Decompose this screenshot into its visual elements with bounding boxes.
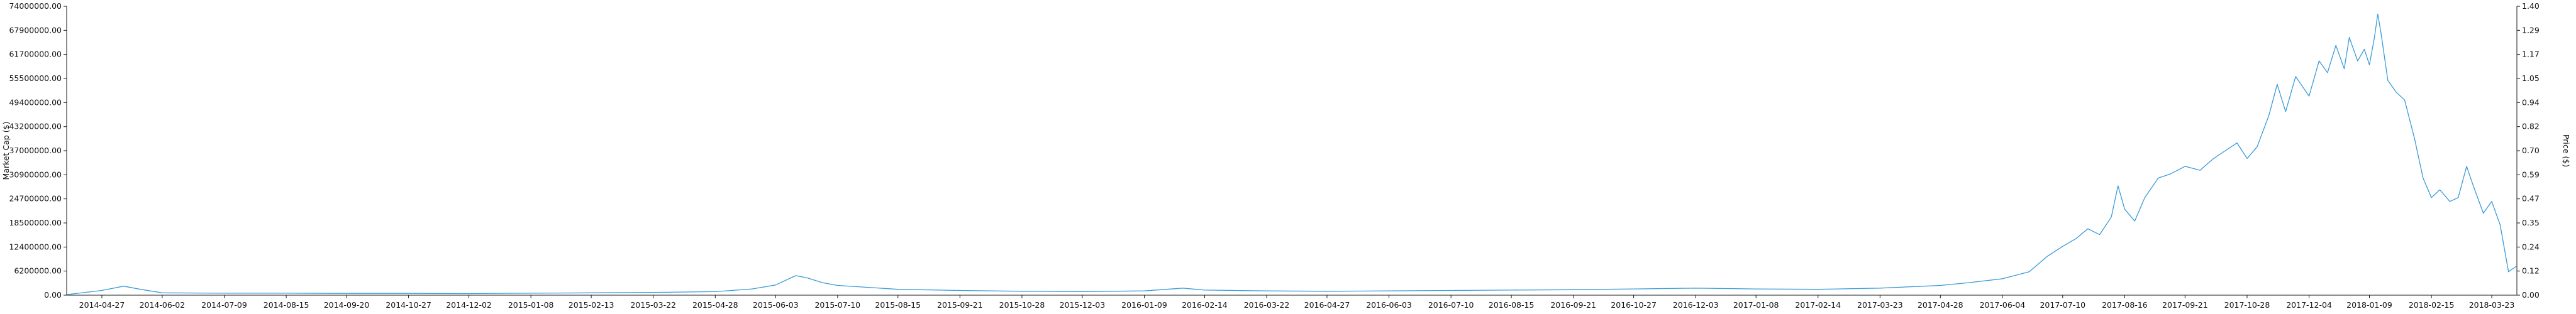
y-left-tick-label: 0.00 (44, 290, 62, 300)
x-tick-label: 2016-06-03 (1366, 300, 1412, 310)
x-tick-label: 2014-08-15 (264, 300, 309, 310)
x-tick-label: 2015-03-22 (630, 300, 676, 310)
y-left-tick-label: 37000000.00 (9, 146, 62, 155)
y-axis-left: 0.00 6200000.00 12400000.00 18500000.00 2470… (9, 1, 67, 300)
x-tick-label: 2016-10-27 (1611, 300, 1657, 310)
x-tick-label: 2017-12-04 (2286, 300, 2332, 310)
y-right-tick-label: 0.47 (2522, 194, 2540, 203)
y-left-tick-label: 55500000.00 (9, 73, 62, 83)
y-left-tick-label: 30900000.00 (9, 170, 62, 179)
x-tick-label: 2015-08-15 (875, 300, 921, 310)
x-tick-label: 2017-03-23 (1857, 300, 1903, 310)
y-left-tick-label: 18500000.00 (9, 218, 62, 227)
x-tick-label: 2016-04-27 (1304, 300, 1350, 310)
x-tick-label: 2015-10-28 (999, 300, 1045, 310)
x-axis: 2014-04-27 2014-06-02 2014-07-09 2014-08-15… (67, 295, 2517, 310)
x-tick-label: 2017-01-08 (1733, 300, 1779, 310)
y-right-tick-label: 0.00 (2522, 290, 2540, 300)
y-axis-right: 0.00 0.12 0.24 0.35 0.47 0.59 0.70 0.82 0.94 1.05… (2516, 1, 2540, 300)
y-axis-right-title: Price ($) (2562, 134, 2571, 167)
y-left-tick-label: 6200000.00 (14, 266, 62, 276)
x-tick-label: 2018-01-09 (2346, 300, 2392, 310)
x-tick-label: 2014-10-27 (386, 300, 431, 310)
y-left-tick-label: 12400000.00 (9, 242, 62, 251)
y-right-tick-label: 0.94 (2522, 97, 2540, 107)
x-tick-label: 2016-01-09 (1121, 300, 1167, 310)
x-tick-label: 2016-02-14 (1182, 300, 1228, 310)
x-tick-label: 2017-09-21 (2162, 300, 2208, 310)
x-tick-label: 2015-01-08 (508, 300, 554, 310)
x-tick-label: 2018-03-23 (2469, 300, 2515, 310)
y-left-tick-label: 43200000.00 (9, 122, 62, 131)
y-right-tick-label: 0.24 (2522, 242, 2540, 251)
x-tick-label: 2015-07-10 (814, 300, 860, 310)
y-right-tick-label: 0.70 (2522, 146, 2540, 155)
x-tick-label: 2017-07-10 (2040, 300, 2085, 310)
x-tick-label: 2018-02-15 (2409, 300, 2455, 310)
y-left-tick-label: 61700000.00 (9, 50, 62, 59)
x-tick-label: 2014-12-02 (446, 300, 492, 310)
y-left-tick-label: 74000000.00 (9, 1, 62, 11)
y-left-tick-label: 67900000.00 (9, 25, 62, 35)
x-tick-label: 2017-10-28 (2224, 300, 2270, 310)
x-tick-label: 2017-08-16 (2102, 300, 2148, 310)
y-left-tick-label: 49400000.00 (9, 97, 62, 107)
y-right-tick-label: 0.12 (2522, 266, 2540, 276)
x-tick-label: 2014-06-02 (140, 300, 186, 310)
x-tick-label: 2016-08-15 (1489, 300, 1535, 310)
x-tick-label: 2016-12-03 (1673, 300, 1719, 310)
y-right-tick-label: 1.29 (2522, 25, 2540, 35)
y-right-tick-label: 1.40 (2522, 1, 2540, 11)
x-tick-label: 2016-09-21 (1550, 300, 1596, 310)
series-line-market-cap (66, 13, 2518, 295)
x-tick-label: 2014-09-20 (324, 300, 370, 310)
x-tick-label: 2015-06-03 (753, 300, 799, 310)
y-right-tick-label: 0.59 (2522, 170, 2540, 179)
x-tick-label: 2015-09-21 (937, 300, 983, 310)
y-right-tick-label: 0.35 (2522, 218, 2540, 227)
x-tick-label: 2017-06-04 (1980, 300, 2026, 310)
y-left-tick-label: 24700000.00 (9, 194, 62, 203)
x-tick-label: 2015-12-03 (1060, 300, 1106, 310)
x-tick-label: 2017-02-14 (1795, 300, 1841, 310)
y-axis-left-title: Market Cap ($) (1, 122, 11, 180)
x-tick-label: 2016-07-10 (1428, 300, 1474, 310)
x-tick-label: 2014-04-27 (79, 300, 125, 310)
y-right-tick-label: 0.82 (2522, 122, 2540, 131)
y-right-tick-label: 1.05 (2522, 73, 2540, 83)
y-right-tick-label: 1.17 (2522, 50, 2540, 59)
x-tick-label: 2015-02-13 (569, 300, 614, 310)
x-tick-label: 2014-07-09 (201, 300, 247, 310)
x-tick-label: 2016-03-22 (1244, 300, 1290, 310)
series-layer (66, 13, 2518, 295)
x-tick-label: 2017-04-28 (1918, 300, 1963, 310)
x-tick-label: 2015-04-28 (692, 300, 738, 310)
